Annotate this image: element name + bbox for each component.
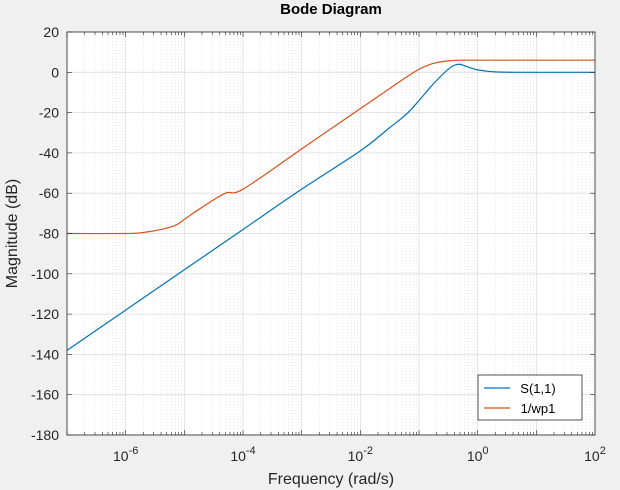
y-tick-label: -140	[31, 346, 59, 362]
y-axis-label: Magnitude (dB)	[4, 179, 21, 288]
x-tick-label: 102	[584, 445, 606, 464]
legend-box	[477, 374, 583, 421]
y-tick-label: -120	[31, 306, 59, 322]
y-tick-label: 20	[43, 24, 59, 40]
x-tick-label: 10-4	[230, 445, 255, 464]
y-tick-label: -40	[39, 145, 59, 161]
series-group	[67, 59, 595, 351]
y-tick-label: -80	[39, 226, 59, 242]
y-tick-label: -160	[31, 387, 59, 403]
x-tick-label: 10-2	[348, 445, 373, 464]
series-line-1	[67, 59, 595, 235]
legend-label-1: 1/wp1	[521, 401, 556, 416]
legend-label-0: S(1,1)	[520, 381, 555, 396]
legend: S(1,1) 1/wp1	[477, 374, 583, 421]
chart-title: Bode Diagram	[280, 1, 382, 18]
y-tick-label: 0	[51, 64, 59, 80]
y-tick-label: -100	[31, 266, 59, 282]
x-axis-label: Frequency (rad/s)	[268, 471, 394, 488]
tick-marks	[66, 31, 595, 436]
y-tick-label: -60	[39, 185, 59, 201]
y-tick-label: -180	[31, 427, 59, 443]
series-line-0	[67, 63, 595, 351]
x-tick-label: 10-6	[113, 445, 138, 464]
x-tick-label: 100	[467, 445, 489, 464]
y-tick-label: -20	[39, 105, 59, 121]
